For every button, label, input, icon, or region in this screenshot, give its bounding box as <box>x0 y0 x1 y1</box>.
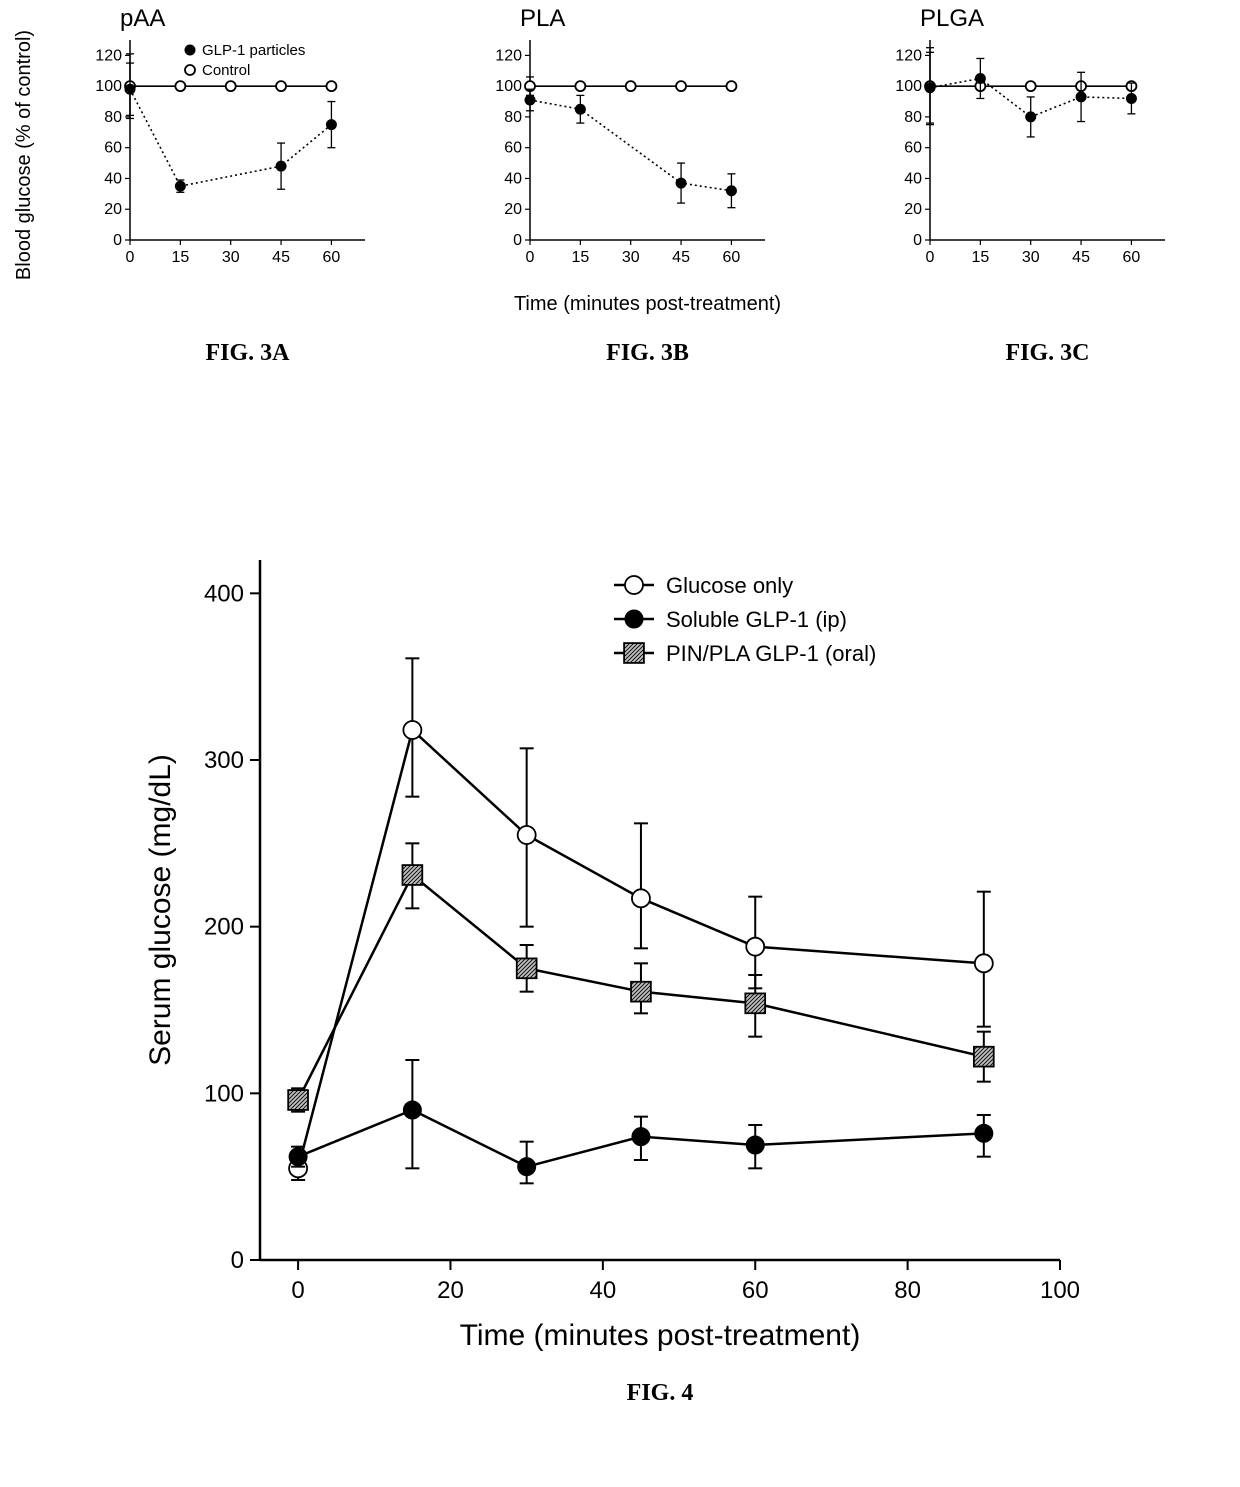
fig3-row: Blood glucose (% of control) pAA 0 20 40 60 80… <box>0 0 1240 420</box>
legend-label: Soluble GLP-1 (ip) <box>666 607 847 632</box>
fig4-x-label: Time (minutes post-treatment) <box>460 1319 861 1352</box>
ytick-label: 400 <box>204 580 244 607</box>
ytick-label: 120 <box>95 47 122 64</box>
xtick-label: 45 <box>1072 249 1090 266</box>
figure-caption: FIG. 4 <box>627 1380 694 1406</box>
ytick-label: 0 <box>913 232 922 249</box>
xtick-label: 60 <box>323 249 341 266</box>
legend-label: PIN/PLA GLP-1 (oral) <box>666 641 876 666</box>
ytick-label: 60 <box>104 140 122 157</box>
xtick-label: 60 <box>723 249 741 266</box>
fig4-y-label: Serum glucose (mg/dL) <box>144 754 177 1066</box>
series-line-glp1 <box>530 100 731 191</box>
xtick-label: 15 <box>971 249 989 266</box>
panel-PLA: PLA 0 20 40 60 80 100 120 0 15 30 45 60 <box>495 5 765 266</box>
xtick-label: 80 <box>894 1277 921 1304</box>
figure-caption: FIG. 3A <box>206 340 291 366</box>
panel-title: pAA <box>120 5 165 32</box>
ytick-label: 60 <box>904 140 922 157</box>
xtick-label: 60 <box>742 1277 769 1304</box>
figure-caption: FIG. 3C <box>1006 340 1090 366</box>
ytick-label: 0 <box>231 1247 244 1274</box>
ytick-label: 100 <box>895 78 922 95</box>
xtick-label: 0 <box>926 249 935 266</box>
series-line-glp1 <box>130 89 331 186</box>
xtick-label: 100 <box>1040 1277 1080 1304</box>
ytick-label: 80 <box>104 109 122 126</box>
xtick-label: 0 <box>126 249 135 266</box>
xtick-label: 15 <box>171 249 189 266</box>
legend-label: Glucose only <box>666 573 793 598</box>
xtick-label: 30 <box>622 249 640 266</box>
ytick-label: 300 <box>204 747 244 774</box>
ytick-label: 120 <box>895 47 922 64</box>
ytick-label: 40 <box>504 170 522 187</box>
ytick-label: 40 <box>104 170 122 187</box>
fig3-x-label: Time (minutes post-treatment) <box>514 293 781 315</box>
fig4-chart: 0 100 200 300 400 0 20 40 60 80 100 Serum glucose (… <box>120 520 1120 1420</box>
xtick-label: 20 <box>437 1277 464 1304</box>
ytick-label: 100 <box>204 1080 244 1107</box>
ytick-label: 20 <box>104 201 122 218</box>
xtick-label: 45 <box>672 249 690 266</box>
xtick-label: 60 <box>1123 249 1141 266</box>
legend-label: Control <box>202 62 250 79</box>
panel-title: PLGA <box>920 5 984 32</box>
fig3-y-label: Blood glucose (% of control) <box>13 30 35 280</box>
xtick-label: 0 <box>526 249 535 266</box>
figure-caption: FIG. 3B <box>606 340 689 366</box>
ytick-label: 20 <box>504 201 522 218</box>
xtick-label: 30 <box>222 249 240 266</box>
ytick-label: 40 <box>904 170 922 187</box>
xtick-label: 30 <box>1022 249 1040 266</box>
ytick-label: 0 <box>113 232 122 249</box>
ytick-label: 200 <box>204 914 244 941</box>
xtick-label: 45 <box>272 249 290 266</box>
xtick-label: 15 <box>571 249 589 266</box>
ytick-label: 120 <box>495 47 522 64</box>
ytick-label: 100 <box>95 78 122 95</box>
xtick-label: 0 <box>291 1277 304 1304</box>
legend-label: GLP-1 particles <box>202 42 305 59</box>
panel-PLGA: PLGA 0 20 40 60 80 100 120 0 15 30 45 60 <box>895 5 1165 266</box>
ytick-label: 100 <box>495 78 522 95</box>
ytick-label: 80 <box>904 109 922 126</box>
panel-title: PLA <box>520 5 565 32</box>
ytick-label: 80 <box>504 109 522 126</box>
panel-pAA: pAA 0 20 40 60 80 100 120 0 15 30 45 60 GLP-1 particl… <box>95 5 365 266</box>
xtick-label: 40 <box>590 1277 617 1304</box>
ytick-label: 20 <box>904 201 922 218</box>
ytick-label: 60 <box>504 140 522 157</box>
ytick-label: 0 <box>513 232 522 249</box>
fig3-legend: GLP-1 particles Control <box>185 42 305 79</box>
fig4-legend: Glucose only Soluble GLP-1 (ip) PIN/PLA GL… <box>614 573 876 666</box>
